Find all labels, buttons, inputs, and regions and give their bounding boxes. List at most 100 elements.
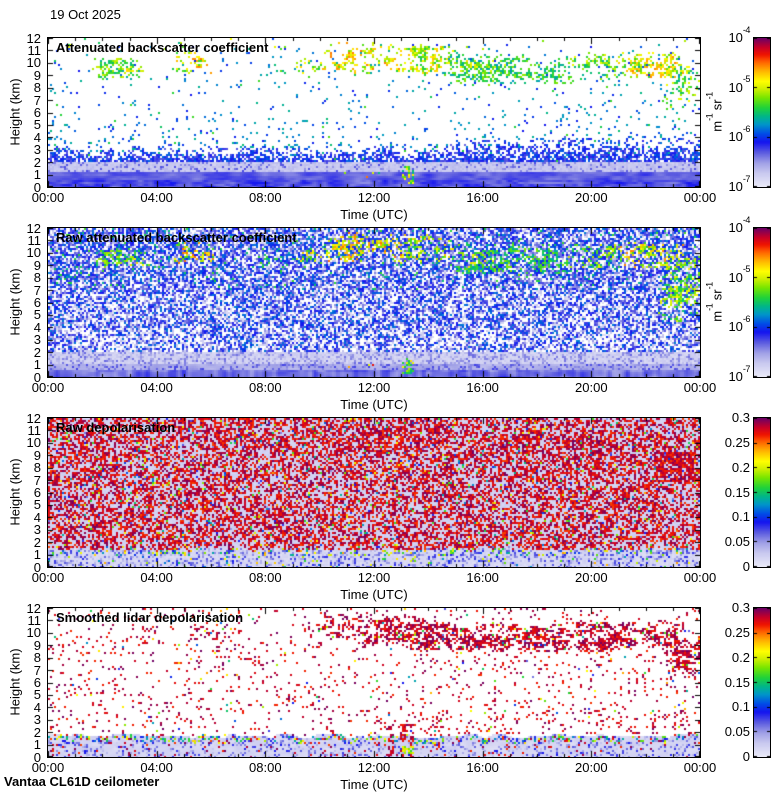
y-tick-label: 3 xyxy=(33,712,41,728)
heatmap-canvas xyxy=(48,418,700,567)
y-tick-label: 1 xyxy=(33,547,41,563)
y-tick-label: 11 xyxy=(27,232,42,248)
y-tick-label: 7 xyxy=(33,282,41,298)
y-tick-label: 12 xyxy=(26,30,41,46)
y-tick-labels: 0 1 2 3 4 5 6 7 8 9 10 11 12 xyxy=(0,601,44,765)
x-tick-label: 16:00 xyxy=(466,190,499,205)
y-tick-label: 10 xyxy=(26,625,41,641)
colorbar-gradient xyxy=(754,228,770,377)
colorbar-tick-label: 0.05 xyxy=(724,724,750,740)
instrument-label: Vantaa CL61D ceilometer xyxy=(4,774,160,789)
plot-title: Smoothed lidar depolarisation xyxy=(56,610,244,625)
y-tick-label: 9 xyxy=(33,637,41,653)
y-tick-label: 3 xyxy=(33,522,41,538)
x-tick-labels: 00:00 04:00 08:00 12:00 16:00 20:00 00:00 xyxy=(0,190,780,205)
x-tick-label: 00:00 xyxy=(683,380,717,395)
y-tick-label: 10 xyxy=(26,245,41,261)
colorbar-tick-label: 10-4 xyxy=(728,214,750,235)
y-tick-label: 8 xyxy=(33,650,41,666)
y-tick-labels: 0 1 2 3 4 5 6 7 8 9 10 11 12 xyxy=(0,31,44,195)
x-axis-label: Time (UTC) xyxy=(340,397,408,412)
x-tick-label: 12:00 xyxy=(357,760,391,775)
x-tick-label: 00:00 xyxy=(31,570,65,585)
x-tick-label: 12:00 xyxy=(357,190,391,205)
y-tick-label: 11 xyxy=(27,612,42,628)
date-label: 19 Oct 2025 xyxy=(50,7,121,22)
y-tick-label: 10 xyxy=(26,435,41,451)
colorbar-tick-label: 0 xyxy=(742,749,750,764)
colorbar-tick-label: 0.2 xyxy=(731,459,750,475)
y-tick-label: 9 xyxy=(33,67,41,83)
x-tick-label: 12:00 xyxy=(357,570,391,585)
colorbar-tick-labels: 10-4 10-5 10-6 10-7 xyxy=(700,25,750,193)
colorbar-tick-label: 10-5 xyxy=(728,264,750,285)
y-tick-label: 5 xyxy=(33,497,41,513)
plot-area: Smoothed lidar depolarisation xyxy=(47,607,701,758)
x-tick-label: 16:00 xyxy=(466,570,499,585)
x-tick-label: 16:00 xyxy=(466,760,499,775)
y-tick-label: 7 xyxy=(33,662,41,678)
y-tick-label: 4 xyxy=(33,319,41,335)
panel-smoothed-lidar-depolarisation: Height (km) 0 1 2 3 4 5 6 7 8 9 10 11 12 Smoothed li… xyxy=(0,601,780,798)
x-tick-label: 04:00 xyxy=(140,380,173,395)
x-tick-label: 20:00 xyxy=(575,190,608,205)
x-axis-label: Time (UTC) xyxy=(340,777,408,792)
y-tick-label: 3 xyxy=(33,332,41,348)
x-tick-label: 08:00 xyxy=(249,190,282,205)
y-tick-label: 4 xyxy=(33,509,41,525)
x-tick-label: 20:00 xyxy=(575,570,608,585)
y-tick-label: 1 xyxy=(33,167,41,183)
x-tick-label: 04:00 xyxy=(140,760,173,775)
y-tick-label: 6 xyxy=(33,675,41,690)
colorbar xyxy=(753,37,771,188)
x-axis-label: Time (UTC) xyxy=(340,587,408,602)
panel-raw-depolarisation: Height (km) 0 1 2 3 4 5 6 7 8 9 10 11 12 Raw depolar… xyxy=(0,411,780,608)
plot-title: Raw depolarisation xyxy=(56,420,176,435)
x-tick-label: 16:00 xyxy=(466,380,499,395)
colorbar-tick-label: 10-7 xyxy=(728,363,750,384)
heatmap-canvas xyxy=(48,38,700,187)
colorbar xyxy=(753,227,771,378)
y-tick-label: 6 xyxy=(33,105,41,120)
y-tick-label: 0 xyxy=(33,749,41,765)
x-tick-label: 04:00 xyxy=(140,570,173,585)
y-tick-label: 2 xyxy=(33,724,41,740)
panel-attenuated-backscatter: Height (km) 0 1 2 3 4 5 6 7 8 9 10 11 12 Attenuated … xyxy=(0,25,780,228)
x-tick-label: 00:00 xyxy=(683,190,717,205)
panel-raw-attenuated-backscatter: Height (km) 0 1 2 3 4 5 6 7 8 9 10 11 12 Raw attenua… xyxy=(0,215,780,418)
colorbar-tick-labels: 0.3 0.25 0.2 0.15 0.1 0.05 0 xyxy=(700,411,750,574)
colorbar-tick-label: 10-6 xyxy=(728,313,750,335)
y-tick-label: 10 xyxy=(26,55,41,71)
y-tick-label: 9 xyxy=(33,447,41,463)
y-tick-label: 12 xyxy=(26,220,41,236)
colorbar-tick-label: 10-4 xyxy=(728,24,750,45)
x-tick-labels: 00:00 04:00 08:00 12:00 16:00 20:00 00:00 xyxy=(0,570,780,585)
y-tick-labels: 0 1 2 3 4 5 6 7 8 9 10 11 12 xyxy=(0,411,44,575)
x-tick-label: 08:00 xyxy=(249,760,282,775)
y-tick-label: 4 xyxy=(33,129,41,145)
y-tick-label: 0 xyxy=(33,559,41,575)
x-tick-label: 00:00 xyxy=(31,190,65,205)
y-tick-label: 6 xyxy=(33,295,41,310)
x-tick-label: 08:00 xyxy=(249,380,282,395)
x-tick-label: 00:00 xyxy=(31,760,65,775)
plot-title: Raw attenuated backscatter coefficient xyxy=(56,230,297,245)
y-tick-label: 3 xyxy=(33,142,41,158)
colorbar xyxy=(753,417,771,568)
y-tick-label: 5 xyxy=(33,117,41,133)
colorbar-tick-label: 10-5 xyxy=(728,74,750,95)
colorbar-tick-labels: 0.3 0.25 0.2 0.15 0.1 0.05 0 xyxy=(700,601,750,764)
plot-area: Attenuated backscatter coefficient xyxy=(47,37,701,188)
heatmap-canvas xyxy=(48,608,700,757)
y-tick-label: 2 xyxy=(33,534,41,550)
x-axis-label: Time (UTC) xyxy=(340,207,408,222)
colorbar-gradient xyxy=(754,608,770,757)
colorbar-tick-label: 0.05 xyxy=(724,534,750,550)
plot-area: Raw depolarisation xyxy=(47,417,701,568)
colorbar-tick-label: 0.15 xyxy=(724,674,750,690)
y-tick-label: 1 xyxy=(33,737,41,753)
x-tick-label: 00:00 xyxy=(31,380,65,395)
plot-area: Raw attenuated backscatter coefficient xyxy=(47,227,701,378)
y-tick-label: 5 xyxy=(33,307,41,323)
